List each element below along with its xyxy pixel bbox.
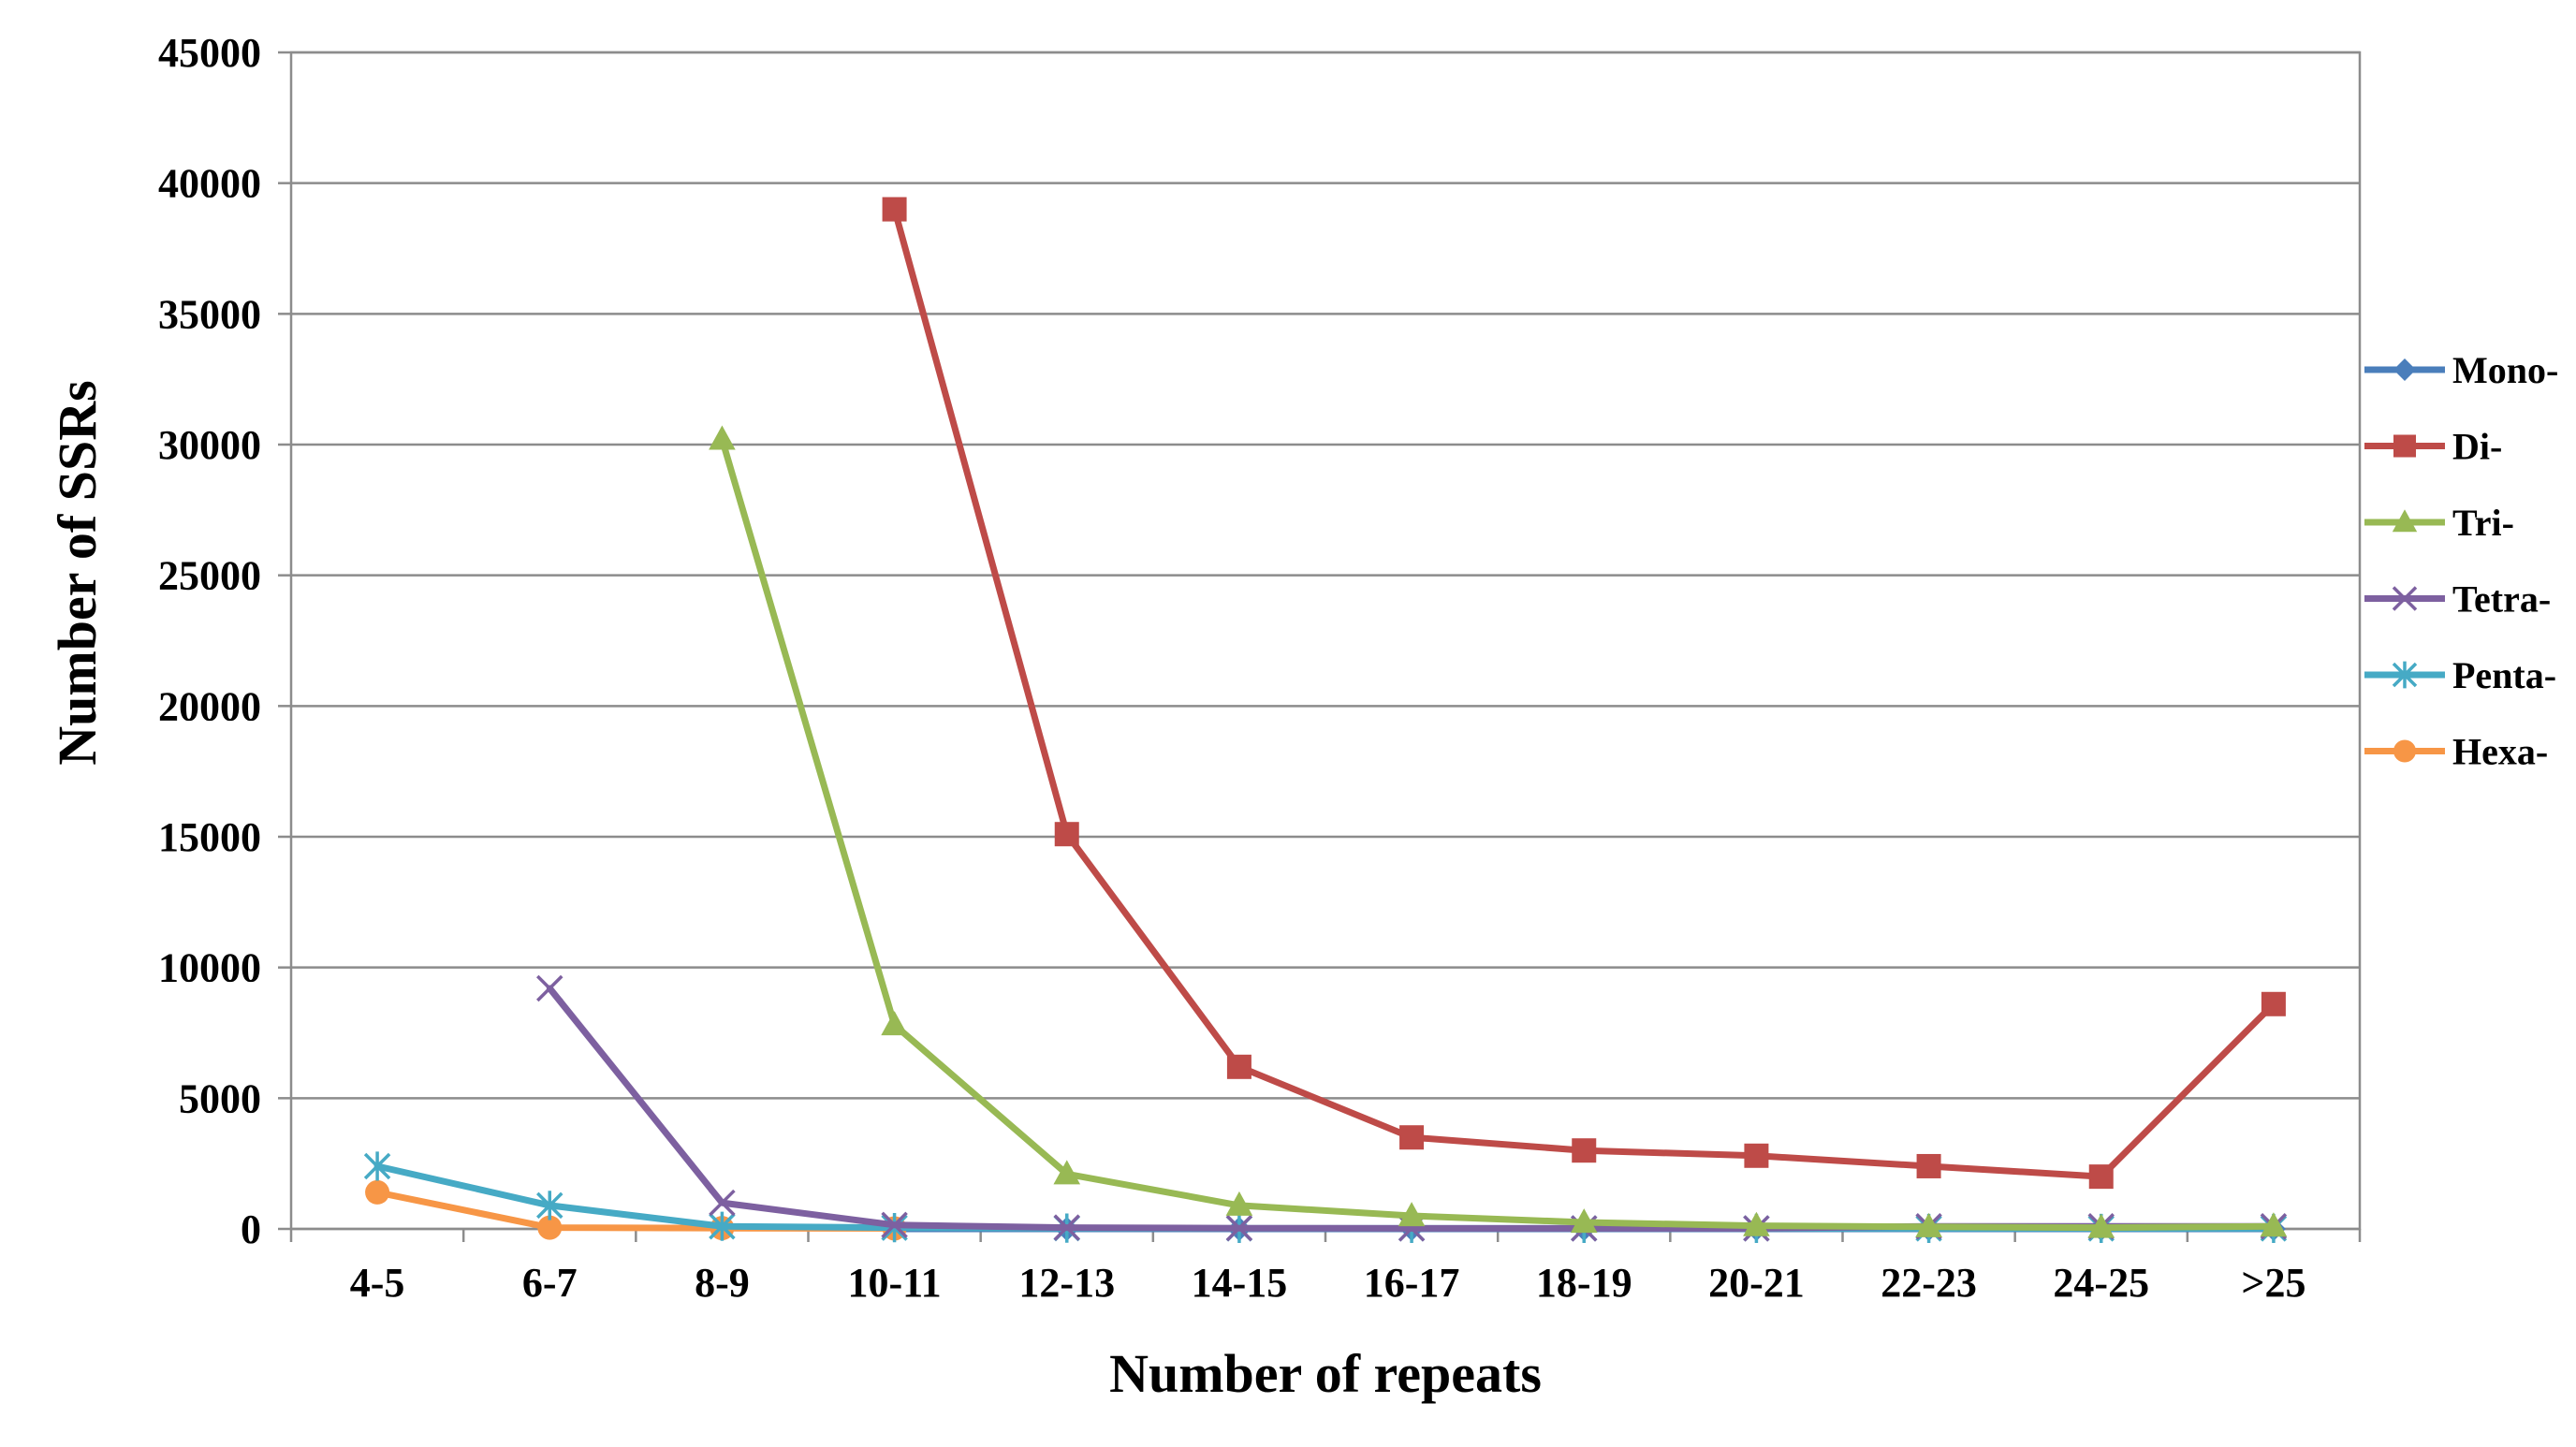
y-tick-label: 45000 (158, 30, 261, 76)
x-tick-label: 8-9 (695, 1260, 750, 1306)
data-point-circle (365, 1179, 390, 1205)
y-axis-title: Number of SSRs (47, 380, 108, 765)
x-tick-label: 18-19 (1536, 1260, 1632, 1306)
data-point-circle (2393, 739, 2416, 763)
legend-item: Tri- (2364, 502, 2514, 544)
series-line (718, 435, 2277, 1232)
data-point-triangle (709, 425, 736, 450)
data-point-star (536, 1191, 564, 1220)
series-tetra (536, 974, 2288, 1242)
series-line (373, 1162, 2277, 1232)
legend-label: Tetra- (2452, 578, 2551, 621)
data-point-star (363, 1151, 391, 1181)
legend-item: Hexa- (2364, 731, 2548, 773)
y-tick-label: 10000 (158, 945, 261, 991)
series-line (373, 1189, 899, 1232)
data-point-square (1744, 1143, 1769, 1168)
series-group (363, 197, 2288, 1244)
data-point-square (2261, 991, 2286, 1016)
series-line (546, 985, 2277, 1232)
x-tick-label: 22-23 (1881, 1260, 1977, 1306)
data-point-x (1225, 1214, 1253, 1242)
legend-item: Di- (2364, 426, 2502, 468)
data-point-triangle (1570, 1208, 1598, 1234)
x-tick-label: 12-13 (1018, 1260, 1115, 1306)
legend-label: Di- (2452, 426, 2502, 468)
data-point-triangle (1398, 1202, 1426, 1227)
data-point-triangle (2087, 1213, 2115, 1238)
y-tick-label: 35000 (158, 291, 261, 337)
data-point-triangle (1053, 1160, 1081, 1185)
legend-item: Tetra- (2364, 578, 2551, 621)
legend-item: Mono- (2364, 349, 2558, 391)
y-axis-ticks: 0 5000 10000 15000 20000 25000 30000 35000 40000… (158, 30, 291, 1252)
x-axis-ticks: 4-5 6-7 8-9 10-11 12-13 14-15 16-17 18-19 20-21 2… (289, 1229, 2362, 1306)
data-point-triangle (2260, 1212, 2288, 1237)
data-point-x (881, 1211, 908, 1239)
x-tick-label: 20-21 (1708, 1260, 1805, 1306)
data-point-x (536, 974, 564, 1002)
y-tick-label: 5000 (179, 1075, 261, 1121)
data-point-square (1572, 1138, 1597, 1163)
y-tick-label: 20000 (158, 683, 261, 729)
legend-label: Tri- (2452, 502, 2514, 544)
data-point-square (882, 197, 907, 222)
x-tick-label: 14-15 (1192, 1260, 1288, 1306)
data-point-square (2088, 1164, 2114, 1190)
data-point-triangle (1225, 1191, 1253, 1216)
legend-item: Penta- (2364, 654, 2556, 696)
series-tri (709, 425, 2288, 1238)
data-point-x (709, 1189, 736, 1217)
legend-label: Penta- (2452, 654, 2556, 696)
data-point-circle (537, 1215, 563, 1240)
x-tick-label: 6-7 (522, 1260, 578, 1306)
legend-label: Hexa- (2452, 731, 2548, 773)
data-point-diamond (2393, 358, 2416, 381)
x-tick-label: 24-25 (2053, 1260, 2149, 1306)
data-point-square (1916, 1153, 1941, 1178)
x-axis-title: Number of repeats (1109, 1343, 1542, 1404)
data-point-star (2392, 661, 2418, 689)
y-tick-label: 0 (241, 1206, 261, 1252)
x-tick-label: 10-11 (847, 1260, 941, 1306)
series-di (882, 197, 2286, 1190)
data-point-triangle (2392, 509, 2418, 533)
data-point-star (709, 1211, 736, 1241)
data-point-square (1226, 1054, 1251, 1079)
y-tick-label: 30000 (158, 422, 261, 468)
legend: Mono- Di- Tri- Tetra- Penta- Hexa- (2364, 349, 2558, 773)
data-point-square (1399, 1125, 1425, 1150)
data-point-triangle (1915, 1212, 1942, 1237)
data-point-x (1053, 1214, 1080, 1241)
x-tick-label: 16-17 (1364, 1260, 1460, 1306)
x-tick-label: 4-5 (350, 1260, 405, 1306)
data-point-triangle (881, 1011, 908, 1036)
data-point-x (2392, 586, 2418, 611)
y-tick-label: 25000 (158, 553, 261, 599)
data-point-square (1054, 822, 1079, 847)
data-point-square (2393, 434, 2416, 458)
data-point-triangle (1743, 1211, 1770, 1236)
x-tick-label: >25 (2241, 1260, 2305, 1306)
y-tick-label: 40000 (158, 161, 261, 207)
series-line (891, 206, 2277, 1180)
y-tick-label: 15000 (158, 814, 261, 860)
legend-label: Mono- (2452, 349, 2558, 391)
